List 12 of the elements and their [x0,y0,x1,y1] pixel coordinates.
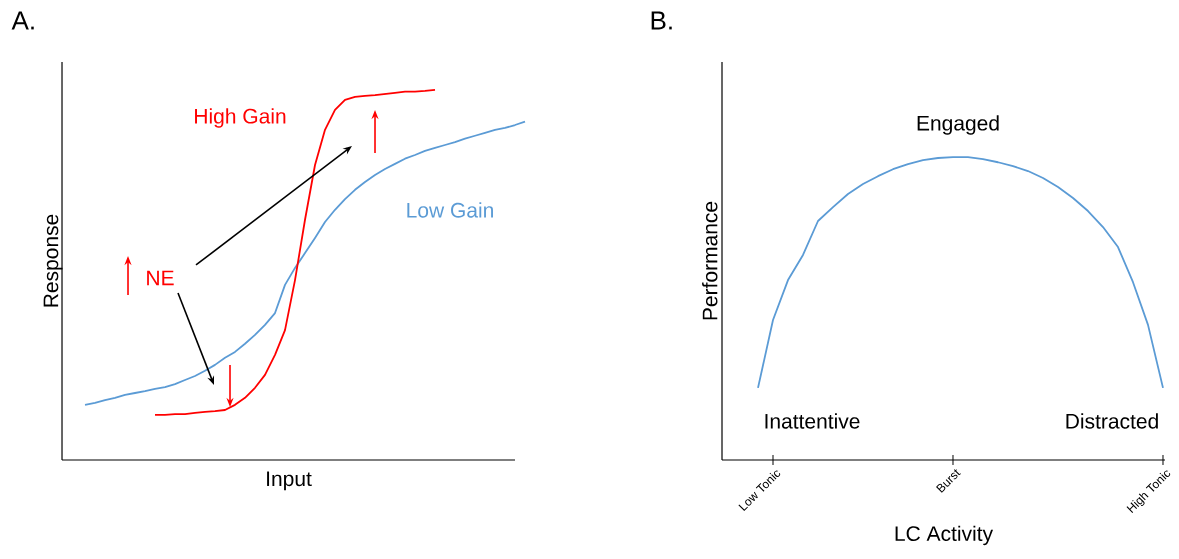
x-axis-title: Input [267,471,312,491]
chart-title: A. [11,11,34,30]
x-axis-title: LC Activity [895,525,994,546]
y-axis-title: Response [43,214,63,307]
chart-title: B. [651,11,672,30]
y-axis-title: Performance [702,201,718,320]
annotation: Inattentive [765,413,860,429]
series-label: Low Gain [407,202,493,218]
annotation: Distracted [1066,413,1158,429]
text: Engaged [917,115,999,135]
series-label: High Gain [195,108,286,128]
annotation: NE [147,270,174,286]
